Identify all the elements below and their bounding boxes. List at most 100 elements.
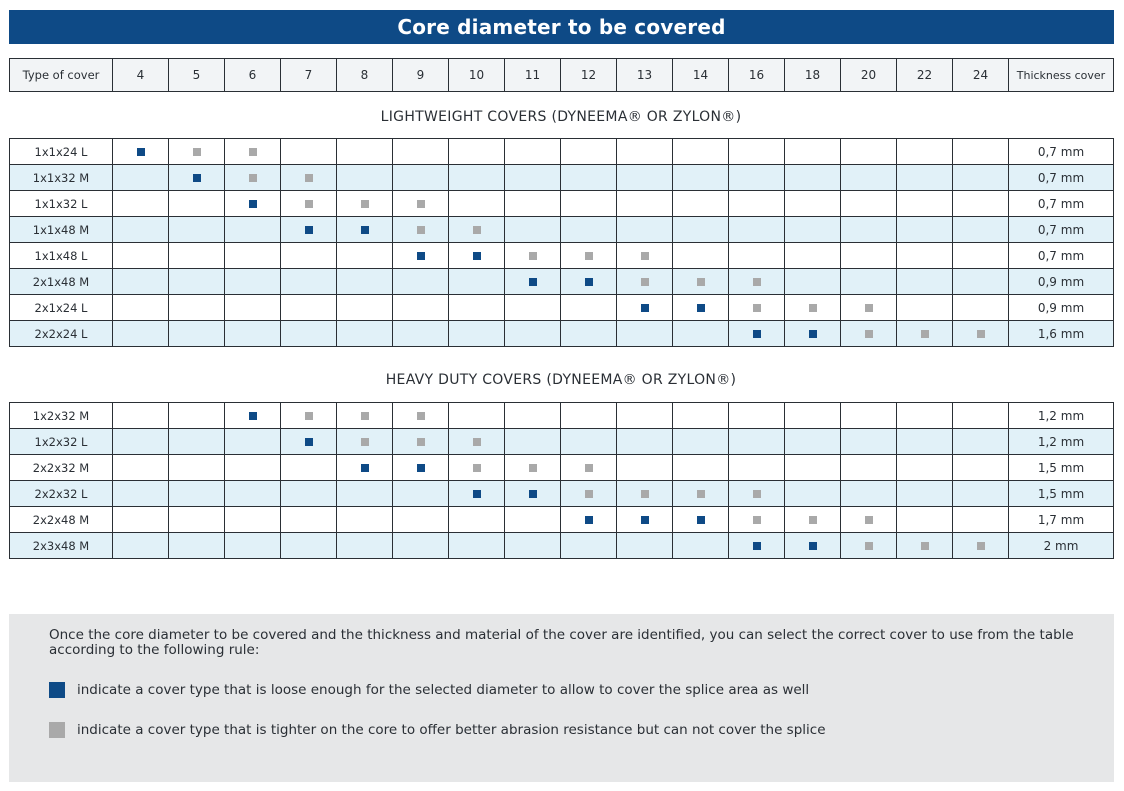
loose-square-icon: [528, 490, 537, 498]
thickness-cell: 0,7 mm: [1008, 242, 1114, 269]
size-cell-8: [336, 428, 393, 455]
size-cell-10: [448, 480, 505, 507]
size-cell-14: [672, 506, 729, 533]
size-cell-13: [616, 532, 673, 559]
size-cell-13: [616, 164, 673, 191]
size-header-10: 10: [448, 58, 505, 92]
size-cell-6: [224, 164, 281, 191]
size-cell-12: [560, 532, 617, 559]
size-cell-5: [168, 320, 225, 347]
tight-square-icon: [808, 304, 817, 312]
size-cell-16: [728, 480, 785, 507]
loose-square-icon: [248, 200, 257, 208]
size-header-9: 9: [392, 58, 449, 92]
size-header-22: 22: [896, 58, 953, 92]
size-cell-18: [784, 138, 841, 165]
size-cell-14: [672, 190, 729, 217]
size-cell-24: [952, 506, 1009, 533]
size-cell-13: [616, 190, 673, 217]
size-cell-9: [392, 190, 449, 217]
size-cell-16: [728, 428, 785, 455]
size-cell-5: [168, 532, 225, 559]
size-cell-6: [224, 138, 281, 165]
size-cell-24: [952, 320, 1009, 347]
size-cell-8: [336, 454, 393, 481]
size-cell-10: [448, 506, 505, 533]
size-cell-11: [504, 320, 561, 347]
tight-square-icon: [640, 490, 649, 498]
loose-square-icon: [696, 304, 705, 312]
size-cell-9: [392, 216, 449, 243]
table-row: 2x2x32 M 1,5 mm: [9, 454, 1114, 481]
page-title: Core diameter to be covered: [9, 10, 1114, 44]
size-cell-18: [784, 268, 841, 295]
size-cell-8: [336, 242, 393, 269]
tight-square-icon: [304, 412, 313, 420]
size-cell-8: [336, 506, 393, 533]
size-cell-18: [784, 294, 841, 321]
tight-square-icon: [248, 174, 257, 182]
thickness-cell: 0,7 mm: [1008, 216, 1114, 243]
size-cell-18: [784, 480, 841, 507]
cover-type-cell: 2x2x32 L: [9, 480, 113, 507]
size-cell-11: [504, 294, 561, 321]
size-cell-9: [392, 454, 449, 481]
size-cell-4: [112, 294, 169, 321]
size-cell-9: [392, 242, 449, 269]
size-cell-24: [952, 242, 1009, 269]
size-cell-18: [784, 532, 841, 559]
tight-square-icon: [696, 490, 705, 498]
size-cell-16: [728, 190, 785, 217]
size-cell-13: [616, 138, 673, 165]
size-cell-12: [560, 402, 617, 429]
size-cell-11: [504, 216, 561, 243]
tight-square-icon: [360, 438, 369, 446]
size-cell-22: [896, 506, 953, 533]
cover-type-cell: 2x1x24 L: [9, 294, 113, 321]
size-cell-4: [112, 480, 169, 507]
table-row: 1x1x24 L 0,7 mm: [9, 138, 1114, 165]
size-cell-18: [784, 506, 841, 533]
size-cell-6: [224, 480, 281, 507]
loose-square-icon: [528, 278, 537, 286]
size-header-6: 6: [224, 58, 281, 92]
size-cell-5: [168, 428, 225, 455]
cover-type-cell: 2x2x24 L: [9, 320, 113, 347]
size-cell-7: [280, 428, 337, 455]
size-cell-12: [560, 320, 617, 347]
tight-square-icon: [640, 278, 649, 286]
size-cell-13: [616, 428, 673, 455]
size-cell-18: [784, 320, 841, 347]
thickness-cell: 0,7 mm: [1008, 164, 1114, 191]
size-cell-6: [224, 190, 281, 217]
tight-square-icon: [49, 722, 65, 738]
lightweight-section-title: LIGHTWEIGHT COVERS (DYNEEMA® OR ZYLON®): [380, 109, 742, 125]
size-header-4: 4: [112, 58, 169, 92]
size-cell-7: [280, 164, 337, 191]
size-cell-6: [224, 402, 281, 429]
header-row: Type of cover 4 5 6 7 8 9 10 11 12 13 14 16 18 20 22 24 T…: [9, 58, 1114, 92]
size-cell-4: [112, 532, 169, 559]
size-cell-20: [840, 164, 897, 191]
size-cell-24: [952, 294, 1009, 321]
size-cell-11: [504, 454, 561, 481]
tight-square-icon: [920, 330, 929, 338]
size-cell-24: [952, 532, 1009, 559]
table-row: 1x2x32 M 1,2 mm: [9, 402, 1114, 429]
cover-type-cell: 2x1x48 M: [9, 268, 113, 295]
lightweight-covers-table: 1x1x24 L 0,7 mm 1x1x32 M 0,7 mm 1x1x32 L 0,7 …: [9, 138, 1114, 347]
size-cell-12: [560, 294, 617, 321]
tight-square-icon: [304, 200, 313, 208]
size-cell-20: [840, 268, 897, 295]
thickness-cell: 1,7 mm: [1008, 506, 1114, 533]
legend-loose: indicate a cover type that is loose enou…: [49, 682, 809, 698]
table-row: 2x1x48 M 0,9 mm: [9, 268, 1114, 295]
cover-type-cell: 1x1x48 M: [9, 216, 113, 243]
tight-square-icon: [696, 278, 705, 286]
size-cell-10: [448, 190, 505, 217]
tight-square-icon: [976, 330, 985, 338]
table-row: 1x2x32 L 1,2 mm: [9, 428, 1114, 455]
thickness-cell: 0,9 mm: [1008, 294, 1114, 321]
size-cell-13: [616, 402, 673, 429]
size-cell-16: [728, 164, 785, 191]
